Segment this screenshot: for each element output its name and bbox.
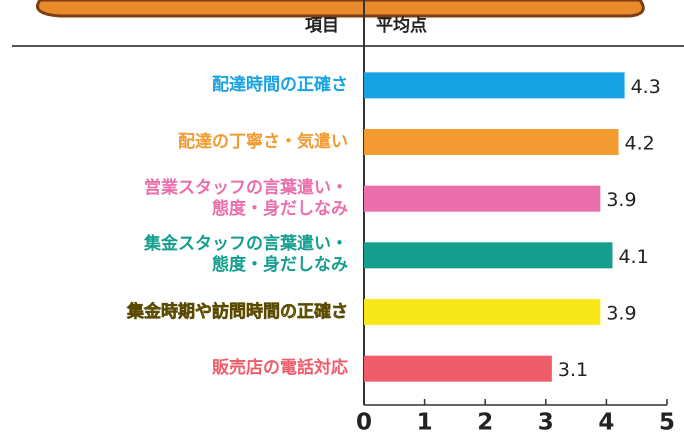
x-tick-label: 5 (659, 410, 675, 436)
x-tick-label: 4 (598, 410, 614, 436)
bar (364, 299, 601, 325)
value-label: 4.1 (618, 246, 648, 268)
banner-shape (36, 0, 645, 18)
bar (364, 129, 619, 155)
value-label: 3.9 (606, 303, 636, 325)
value-label: 4.3 (631, 76, 661, 98)
x-tick-label: 1 (417, 410, 433, 436)
category-label: 集金スタッフの言葉遣い・ 態度・身だしなみ (144, 234, 348, 276)
x-tick-label: 0 (356, 410, 372, 436)
x-tick-label: 3 (538, 410, 554, 436)
category-label: 販売店の電話対応 (212, 358, 348, 379)
category-label: 集金時期や訪問時間の正確さ (127, 301, 349, 322)
header: 平均点 (376, 15, 427, 36)
bar (364, 242, 613, 269)
value-label: 4.2 (625, 133, 655, 155)
category-label: 営業スタッフの言葉遣い・ 態度・身だしなみ (144, 177, 348, 219)
bar (364, 72, 625, 99)
bar (364, 355, 552, 382)
value-label: 3.9 (606, 189, 636, 211)
category-label: 配達時間の正確さ (212, 74, 348, 95)
value-label: 3.1 (558, 359, 588, 381)
header: 項目 (305, 16, 339, 36)
bar (364, 185, 601, 212)
x-tick-label: 2 (477, 410, 493, 436)
category-label: 配達の丁寧さ・気遣い (178, 131, 348, 152)
